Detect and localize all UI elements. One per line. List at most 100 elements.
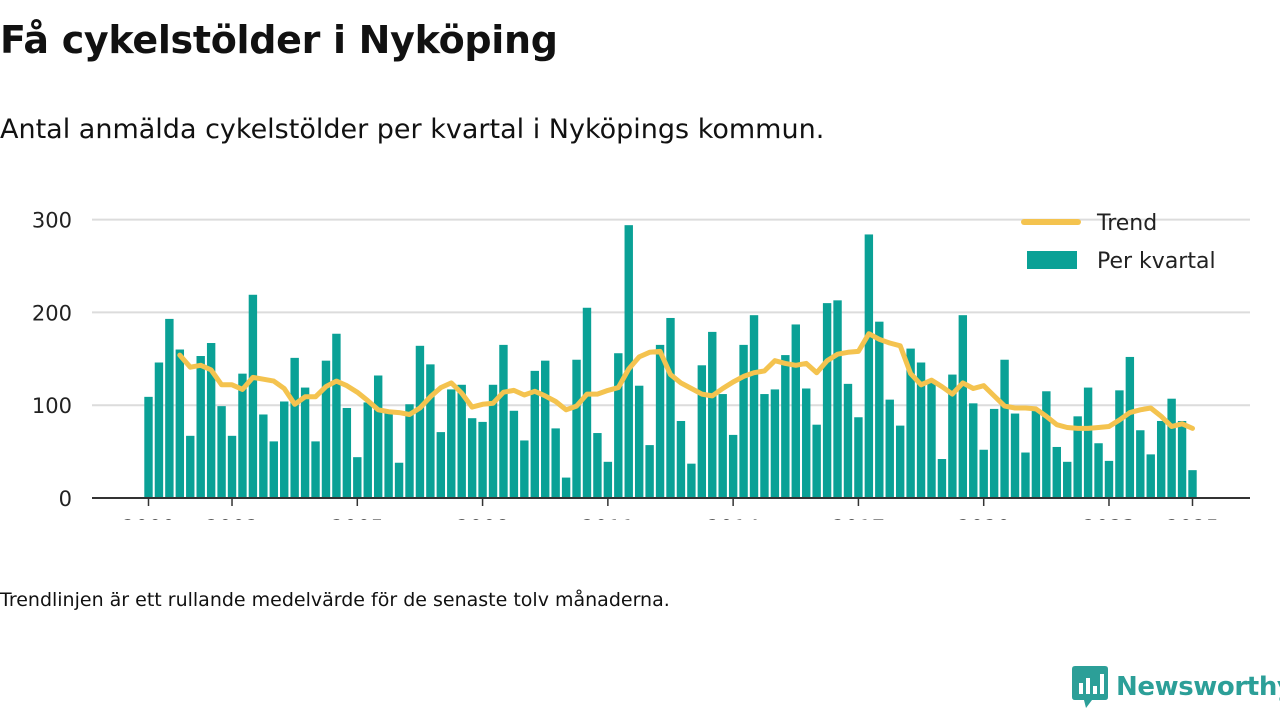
bar-2016-Q3 (833, 300, 842, 498)
bar-2007-Q2 (447, 389, 456, 498)
bar-2015-Q1 (770, 389, 780, 498)
bar-2020-Q4 (1010, 413, 1020, 498)
bar-2023-Q4 (1136, 430, 1145, 498)
x-tick-label: 2008 (456, 516, 509, 520)
bar-2013-Q2 (697, 365, 707, 498)
bar-2011-Q1 (603, 461, 613, 498)
bar-2022-Q3 (1083, 387, 1093, 498)
footnote: Trendlinjen är ett rullande medelvärde f… (0, 589, 670, 611)
bar-2010-Q4 (593, 433, 602, 498)
bar-2001-Q4 (217, 406, 226, 498)
bars (144, 225, 1197, 499)
x-tick-label: 2017 (832, 516, 885, 520)
x-tick-label: 2014 (706, 516, 759, 520)
bar-2006-Q4 (426, 364, 435, 498)
bar-2019-Q3 (958, 315, 968, 498)
bar-2001-Q1 (186, 435, 195, 498)
bar-2021-Q3 (1042, 391, 1051, 498)
x-tick-label: 2023 (1082, 516, 1135, 520)
bar-2003-Q2 (280, 401, 289, 498)
bar-2014-Q4 (760, 394, 769, 498)
x-axis-ticks: 2000 2002 2005 2008 2011 2014 2017 2020 2023 2025 (122, 498, 1219, 520)
bar-2008-Q3 (499, 344, 508, 498)
bar-2008-Q1 (478, 421, 487, 498)
bar-2019-Q4 (969, 403, 978, 498)
bar-2004-Q2 (321, 360, 331, 498)
bar-2018-Q4 (927, 382, 936, 498)
bar-2006-Q3 (415, 345, 425, 498)
bar-2008-Q2 (488, 384, 498, 498)
bar-2004-Q3 (332, 333, 341, 498)
bar-2001-Q3 (206, 343, 216, 498)
bar-2005-Q4 (384, 411, 393, 498)
y-tick-label: 200 (32, 301, 72, 325)
bar-2019-Q2 (948, 374, 957, 498)
legend-trend-label: Trend (1096, 211, 1157, 236)
bar-2013-Q4 (718, 394, 727, 498)
bar-2000-Q3 (165, 318, 174, 498)
bar-2025-Q1 (1188, 470, 1197, 498)
bar-2017-Q3 (875, 321, 884, 498)
bar-2021-Q1 (1021, 452, 1030, 498)
legend-bars-swatch (1027, 251, 1077, 269)
bar-2002-Q1 (227, 435, 237, 498)
bar-2023-Q2 (1115, 390, 1124, 498)
x-tick-label: 2002 (205, 516, 258, 520)
x-tick-label: 2011 (581, 516, 634, 520)
bar-2010-Q1 (561, 477, 571, 498)
bar-2008-Q4 (509, 410, 519, 498)
bar-2024-Q2 (1156, 420, 1166, 498)
bar-2006-Q1 (394, 462, 404, 498)
bar-2016-Q1 (812, 424, 821, 498)
bar-2016-Q2 (822, 303, 832, 498)
bar-2022-Q2 (1073, 416, 1082, 498)
x-tick-label: 2020 (957, 516, 1010, 520)
bar-2014-Q1 (728, 434, 738, 498)
bar-2012-Q1 (645, 445, 654, 498)
bar-2018-Q3 (916, 362, 926, 498)
bar-2003-Q4 (300, 387, 310, 498)
bar-2001-Q2 (196, 356, 205, 498)
y-axis-ticks: 0 100 200 300 (32, 209, 72, 511)
x-tick-label: 2005 (331, 516, 384, 520)
bar-2021-Q4 (1052, 446, 1061, 498)
bar-2023-Q1 (1104, 460, 1114, 498)
newsworthy-logo-icon (1072, 666, 1108, 708)
bar-2007-Q3 (457, 384, 466, 498)
bar-2011-Q4 (634, 385, 644, 498)
bar-2017-Q1 (854, 417, 863, 498)
bar-2009-Q1 (520, 440, 529, 498)
bar-2012-Q4 (676, 420, 686, 498)
bar-2010-Q3 (582, 307, 592, 498)
trend-series (177, 331, 1195, 431)
bar-2018-Q2 (906, 348, 915, 498)
bar-2007-Q1 (436, 432, 446, 498)
newsworthy-brand[interactable]: Newsworthy (1072, 666, 1280, 708)
bar-2021-Q2 (1031, 410, 1041, 498)
bar-2019-Q1 (937, 459, 947, 498)
bar-2000-Q1 (144, 396, 153, 498)
bar-2015-Q4 (802, 388, 811, 498)
bar-2014-Q3 (749, 315, 759, 498)
bar-2022-Q4 (1094, 443, 1103, 498)
chart-subtitle: Antal anmälda cykelstölder per kvartal i… (0, 114, 825, 145)
bar-2003-Q1 (269, 441, 278, 498)
bar-2018-Q1 (895, 425, 905, 498)
bar-2009-Q2 (530, 370, 539, 498)
bar-2015-Q2 (781, 355, 790, 498)
bar-2022-Q1 (1063, 461, 1072, 498)
y-tick-label: 300 (32, 209, 72, 233)
bar-2012-Q3 (666, 317, 675, 498)
bar-2005-Q1 (353, 457, 362, 498)
bar-2006-Q2 (405, 404, 414, 498)
legend: Trend Per kvartal (1021, 211, 1216, 274)
bar-2012-Q2 (655, 344, 665, 498)
bar-2005-Q2 (363, 402, 372, 498)
bar-2005-Q3 (373, 375, 383, 498)
bar-2007-Q4 (467, 418, 477, 498)
bar-2015-Q3 (791, 324, 800, 498)
bar-2002-Q2 (238, 373, 247, 498)
x-tick-label: 2025 (1166, 516, 1219, 520)
bar-2000-Q4 (175, 349, 185, 498)
